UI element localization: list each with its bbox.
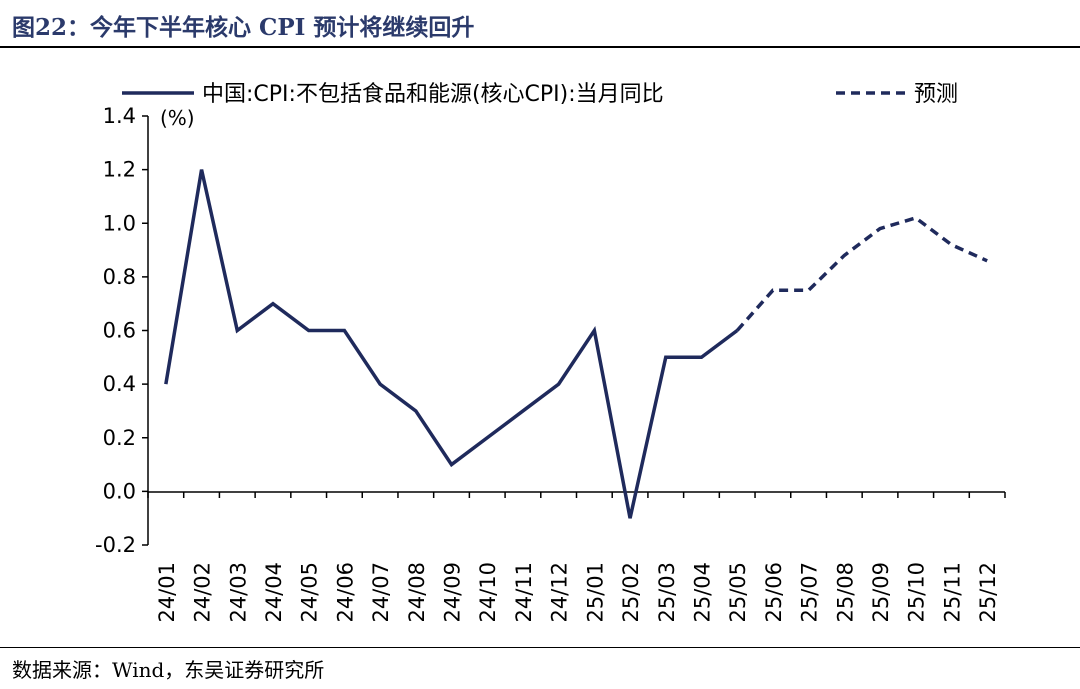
x-tick-label: 25/05 bbox=[726, 562, 750, 623]
title-divider bbox=[0, 46, 1080, 48]
actual-series-line bbox=[164, 169, 739, 519]
x-tick-label: 25/03 bbox=[655, 562, 679, 623]
y-tick-label: 0.4 bbox=[103, 372, 136, 396]
x-tick-label: 24/04 bbox=[262, 562, 286, 623]
y-tick-label: 1.0 bbox=[103, 211, 136, 235]
x-axis: 24/01 24/02 24/03 24/04 24/05 24/06 24/07 24/08… bbox=[147, 491, 1006, 623]
x-tick-label: 24/09 bbox=[441, 562, 465, 623]
x-tick-label: 24/05 bbox=[298, 562, 322, 623]
y-tick-label: 0.0 bbox=[103, 479, 136, 503]
legend-label-actual: 中国:CPI:不包括食品和能源(核心CPI):当月同比 bbox=[202, 82, 664, 107]
x-tick-label: 25/11 bbox=[940, 562, 964, 623]
series-layer bbox=[164, 169, 988, 519]
y-tick-label: 1.2 bbox=[103, 158, 136, 182]
y-tick-label: -0.2 bbox=[95, 533, 136, 557]
x-tick-label: 25/12 bbox=[976, 562, 1000, 623]
x-tick-label: 25/07 bbox=[798, 562, 822, 623]
y-axis-unit: (%) bbox=[160, 106, 195, 130]
figure-title: 图22：今年下半年核心 CPI 预计将继续回升 bbox=[12, 14, 475, 41]
chart-legend: 中国:CPI:不包括食品和能源(核心CPI):当月同比 预测 bbox=[122, 82, 958, 107]
line-chart: 中国:CPI:不包括食品和能源(核心CPI):当月同比 预测 (%) -0.2 0… bbox=[95, 82, 1006, 623]
x-tick-label: 25/04 bbox=[690, 562, 714, 623]
x-tick-label: 24/02 bbox=[191, 562, 215, 623]
legend-label-forecast: 预测 bbox=[914, 82, 958, 107]
x-tick-label: 24/12 bbox=[548, 562, 572, 623]
x-tick-label: 24/06 bbox=[333, 562, 357, 623]
x-tick-label: 25/06 bbox=[762, 562, 786, 623]
y-tick-label: 0.2 bbox=[103, 426, 136, 450]
x-tick-label: 25/10 bbox=[905, 562, 929, 623]
x-tick-label: 24/10 bbox=[476, 562, 500, 623]
y-tick-label: 0.6 bbox=[103, 319, 136, 343]
y-axis: -0.2 0.0 0.2 0.4 0.6 0.8 1.0 1.2 1.4 bbox=[95, 104, 149, 557]
x-tick-label: 25/09 bbox=[869, 562, 893, 623]
source-divider bbox=[0, 647, 1080, 648]
forecast-series-line bbox=[735, 215, 988, 332]
y-tick-label: 0.8 bbox=[103, 265, 136, 289]
x-tick-label: 25/08 bbox=[833, 562, 857, 623]
x-tick-label: 24/03 bbox=[226, 562, 250, 623]
source-note: 数据来源：Wind，东吴证券研究所 bbox=[12, 658, 325, 682]
x-tick-label: 24/11 bbox=[512, 562, 536, 623]
x-tick-label: 24/01 bbox=[155, 562, 179, 623]
y-tick-label: 1.4 bbox=[103, 104, 136, 128]
x-tick-label: 25/02 bbox=[619, 562, 643, 623]
x-tick-label: 24/08 bbox=[405, 562, 429, 623]
x-tick-label: 25/01 bbox=[583, 562, 607, 623]
x-tick-label: 24/07 bbox=[369, 562, 393, 623]
